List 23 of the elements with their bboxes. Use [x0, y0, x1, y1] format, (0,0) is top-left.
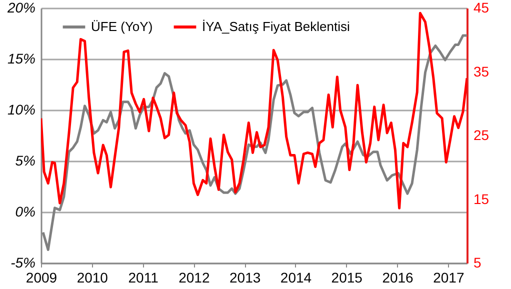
y-tick-label: 15% — [7, 50, 36, 66]
x-tick-label: 2015 — [331, 270, 363, 286]
y-tick-label: -5% — [10, 254, 36, 270]
x-tick-label: 2013 — [230, 270, 261, 286]
y-tick-label: 0% — [15, 204, 36, 220]
x-tick-label: 2009 — [26, 270, 58, 286]
x-tick-label: 2014 — [280, 270, 312, 286]
x-tick-label: 2011 — [128, 270, 159, 286]
y-tick-label: 20% — [6, 0, 36, 16]
x-tick-label: 2012 — [178, 270, 210, 286]
x-tick-label: 2010 — [76, 270, 108, 286]
y2-tick-label: 35 — [474, 63, 490, 80]
legend-label: İYA_Satış Fiyat Beklentisi — [202, 19, 350, 34]
y2-tick-label: 45 — [474, 0, 490, 16]
x-tick-label: 2016 — [382, 270, 414, 286]
x-tick-label: 2017 — [433, 270, 464, 286]
y2-tick-label: 5 — [474, 254, 482, 270]
legend-label: ÜFE (YoY) — [91, 19, 153, 34]
y2-tick-label: 15 — [474, 190, 490, 207]
y-tick-label: 10% — [7, 102, 36, 118]
line-series — [41, 12, 467, 210]
y2-tick-label: 25 — [474, 127, 490, 143]
y-tick-label: 5% — [15, 152, 36, 168]
